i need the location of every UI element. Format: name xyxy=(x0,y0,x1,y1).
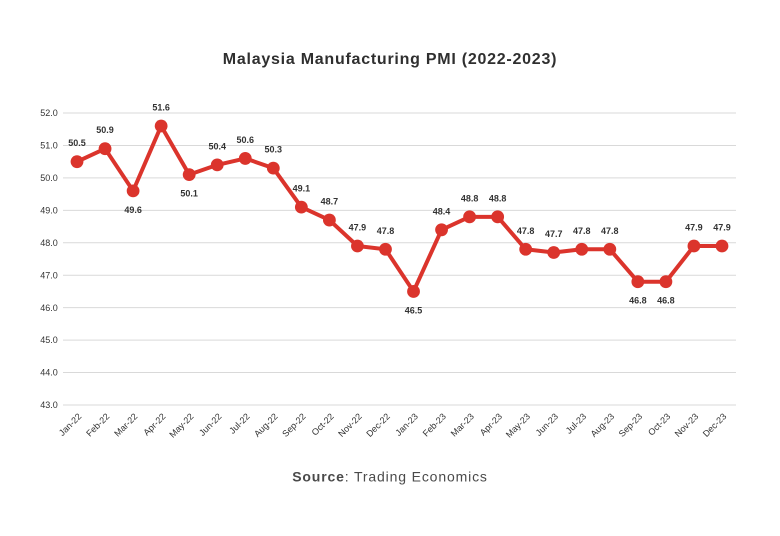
svg-text:47.9: 47.9 xyxy=(713,223,731,233)
svg-text:47.0: 47.0 xyxy=(40,270,58,280)
svg-text:51.0: 51.0 xyxy=(40,141,58,151)
svg-text:Sep-23: Sep-23 xyxy=(617,411,645,439)
svg-text:47.8: 47.8 xyxy=(601,226,619,236)
svg-text:48.0: 48.0 xyxy=(40,238,58,248)
svg-text:47.9: 47.9 xyxy=(349,223,367,233)
svg-text:Malaysia Manufacturing PMI (20: Malaysia Manufacturing PMI (2022-2023) xyxy=(223,51,557,68)
svg-text:47.9: 47.9 xyxy=(685,223,703,233)
svg-text:46.0: 46.0 xyxy=(40,303,58,313)
svg-text:47.8: 47.8 xyxy=(517,226,535,236)
svg-text:46.5: 46.5 xyxy=(405,305,423,315)
svg-text:50.5: 50.5 xyxy=(68,138,86,148)
svg-text:Sep-22: Sep-22 xyxy=(280,411,308,439)
svg-text:51.6: 51.6 xyxy=(152,102,170,112)
svg-text:May-23: May-23 xyxy=(504,411,532,439)
svg-text:44.0: 44.0 xyxy=(40,368,58,378)
svg-text:52.0: 52.0 xyxy=(40,108,58,118)
svg-text:Aug-22: Aug-22 xyxy=(252,411,280,439)
svg-text:49.1: 49.1 xyxy=(293,184,311,194)
svg-text:46.8: 46.8 xyxy=(629,296,647,306)
svg-text:50.3: 50.3 xyxy=(265,145,283,155)
svg-text:Feb-22: Feb-22 xyxy=(84,411,111,438)
svg-text:48.4: 48.4 xyxy=(433,206,451,216)
svg-text:Nov-23: Nov-23 xyxy=(673,411,701,439)
svg-text:Apr-23: Apr-23 xyxy=(478,411,504,437)
svg-text:Jul-23: Jul-23 xyxy=(564,411,588,435)
svg-text:May-22: May-22 xyxy=(167,411,195,439)
svg-text:Dec-23: Dec-23 xyxy=(701,411,729,439)
svg-text:47.7: 47.7 xyxy=(545,229,563,239)
svg-text:Jun-23: Jun-23 xyxy=(534,411,561,438)
svg-text:Mar-22: Mar-22 xyxy=(112,411,139,438)
svg-text:49.6: 49.6 xyxy=(124,205,142,215)
svg-text:Nov-22: Nov-22 xyxy=(336,411,364,439)
svg-text:Source: Trading Economics: Source: Trading Economics xyxy=(292,469,488,485)
svg-text:Mar-23: Mar-23 xyxy=(449,411,476,438)
svg-text:Jul-22: Jul-22 xyxy=(227,411,251,435)
svg-text:50.4: 50.4 xyxy=(208,141,226,151)
svg-text:Jan-23: Jan-23 xyxy=(393,411,420,438)
svg-text:Oct-23: Oct-23 xyxy=(646,411,672,437)
svg-text:45.0: 45.0 xyxy=(40,335,58,345)
svg-text:47.8: 47.8 xyxy=(377,226,395,236)
svg-text:50.0: 50.0 xyxy=(40,173,58,183)
svg-text:49.0: 49.0 xyxy=(40,205,58,215)
svg-text:48.8: 48.8 xyxy=(489,193,507,203)
svg-text:46.8: 46.8 xyxy=(657,296,675,306)
svg-text:Jun-22: Jun-22 xyxy=(197,411,224,438)
svg-text:43.0: 43.0 xyxy=(40,400,58,410)
svg-text:50.6: 50.6 xyxy=(237,135,255,145)
svg-text:Feb-23: Feb-23 xyxy=(421,411,448,438)
svg-text:48.8: 48.8 xyxy=(461,193,479,203)
svg-text:Aug-23: Aug-23 xyxy=(589,411,617,439)
svg-text:48.7: 48.7 xyxy=(321,197,339,207)
svg-text:50.9: 50.9 xyxy=(96,125,114,135)
svg-text:47.8: 47.8 xyxy=(573,226,591,236)
svg-text:50.1: 50.1 xyxy=(180,189,198,199)
svg-text:Dec-22: Dec-22 xyxy=(364,411,392,439)
svg-text:Oct-22: Oct-22 xyxy=(310,411,336,437)
svg-text:Apr-22: Apr-22 xyxy=(141,411,167,437)
svg-text:Jan-22: Jan-22 xyxy=(57,411,84,438)
